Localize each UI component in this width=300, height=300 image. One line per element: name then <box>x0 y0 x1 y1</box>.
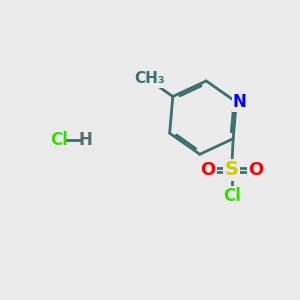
Text: N: N <box>233 93 247 111</box>
Text: Cl: Cl <box>50 131 68 149</box>
Text: O: O <box>248 160 263 178</box>
Text: O: O <box>200 160 215 178</box>
Text: H: H <box>79 131 93 149</box>
Text: S: S <box>225 160 239 179</box>
Text: Cl: Cl <box>223 187 241 205</box>
Text: CH₃: CH₃ <box>135 71 165 86</box>
